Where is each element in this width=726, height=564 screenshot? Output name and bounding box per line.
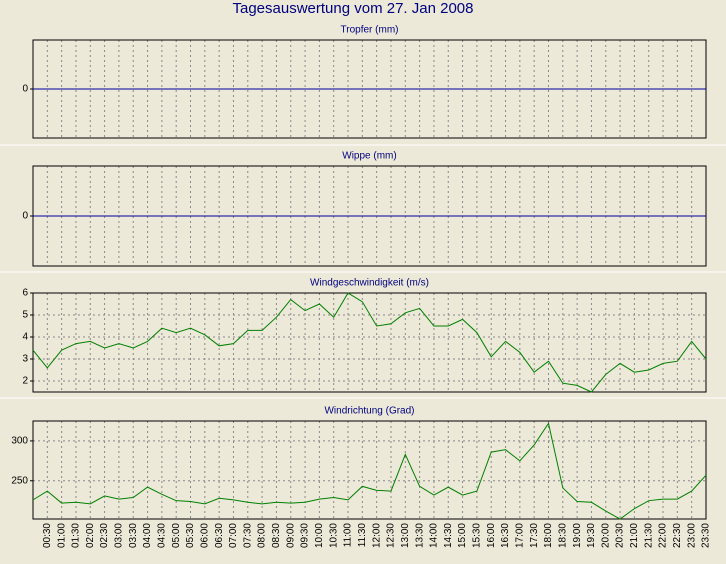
x-tick-label: 15:00 [457,523,468,548]
x-tick-label: 21:00 [629,523,640,548]
x-tick-label: 03:00 [114,523,125,548]
x-tick-label: 18:30 [557,523,568,548]
page-title: Tagesauswertung vom 27. Jan 2008 [233,0,474,17]
y-tick-label: 300 [11,436,28,447]
x-tick-label: 16:30 [500,523,511,548]
x-tick-label: 22:30 [672,523,683,548]
x-tick-label: 03:30 [128,523,139,548]
x-tick-label: 16:00 [486,523,497,548]
x-tick-label: 12:00 [371,523,382,548]
panel-title: Windrichtung (Grad) [324,406,414,417]
panel-title: Tropfer (mm) [341,25,399,36]
x-tick-label: 02:00 [85,523,96,548]
x-tick-label: 05:30 [185,523,196,548]
x-tick-label: 05:00 [171,523,182,548]
x-tick-label: 17:30 [529,523,540,548]
x-tick-label: 18:00 [543,523,554,548]
x-tick-label: 17:00 [514,523,525,548]
x-tick-label: 10:30 [328,523,339,548]
x-tick-label: 21:30 [643,523,654,548]
x-tick-label: 09:30 [300,523,311,548]
x-tick-label: 20:30 [615,523,626,548]
plot-frame [32,292,707,393]
x-tick-label: 02:30 [99,523,110,548]
x-tick-label: 01:00 [56,523,67,548]
x-tick-label: 11:30 [357,523,368,548]
x-tick-label: 13:30 [414,523,425,548]
y-tick-label: 0 [22,84,28,95]
x-tick-label: 12:30 [386,523,397,548]
x-tick-label: 04:00 [142,523,153,548]
x-tick-label: 23:30 [701,523,712,548]
x-tick-label: 07:30 [242,523,253,548]
y-tick-label: 3 [22,354,28,365]
data-line [32,292,707,393]
x-tick-label: 06:00 [199,523,210,548]
x-tick-label: 15:30 [472,523,483,548]
x-tick-label: 01:30 [71,523,82,548]
panel-title: Wippe (mm) [342,151,396,162]
plot-frame [32,420,707,520]
panel-title: Windgeschwindigkeit (m/s) [310,278,429,289]
x-tick-label: 20:00 [600,523,611,548]
x-tick-label: 13:00 [400,523,411,548]
x-tick-label: 22:00 [658,523,669,548]
x-tick-label: 23:00 [686,523,697,548]
x-tick-label: 14:30 [443,523,454,548]
x-tick-label: 04:30 [157,523,168,548]
x-tick-label: 14:00 [429,523,440,548]
x-tick-label: 08:00 [257,523,268,548]
x-tick-label: 19:30 [586,523,597,548]
x-tick-label: 09:00 [285,523,296,548]
y-tick-label: 6 [22,288,28,299]
y-tick-label: 0 [22,211,28,222]
x-tick-label: 06:30 [214,523,225,548]
x-tick-label: 07:00 [228,523,239,548]
x-tick-label: 10:00 [314,523,325,548]
x-tick-label: 00:30 [42,523,53,548]
y-tick-label: 250 [11,475,28,486]
y-tick-label: 4 [22,332,28,343]
x-tick-label: 08:30 [271,523,282,548]
data-line [32,422,707,520]
y-tick-label: 5 [22,310,28,321]
y-tick-label: 2 [22,376,28,387]
x-tick-label: 19:00 [572,523,583,548]
x-tick-label: 11:00 [343,523,354,548]
